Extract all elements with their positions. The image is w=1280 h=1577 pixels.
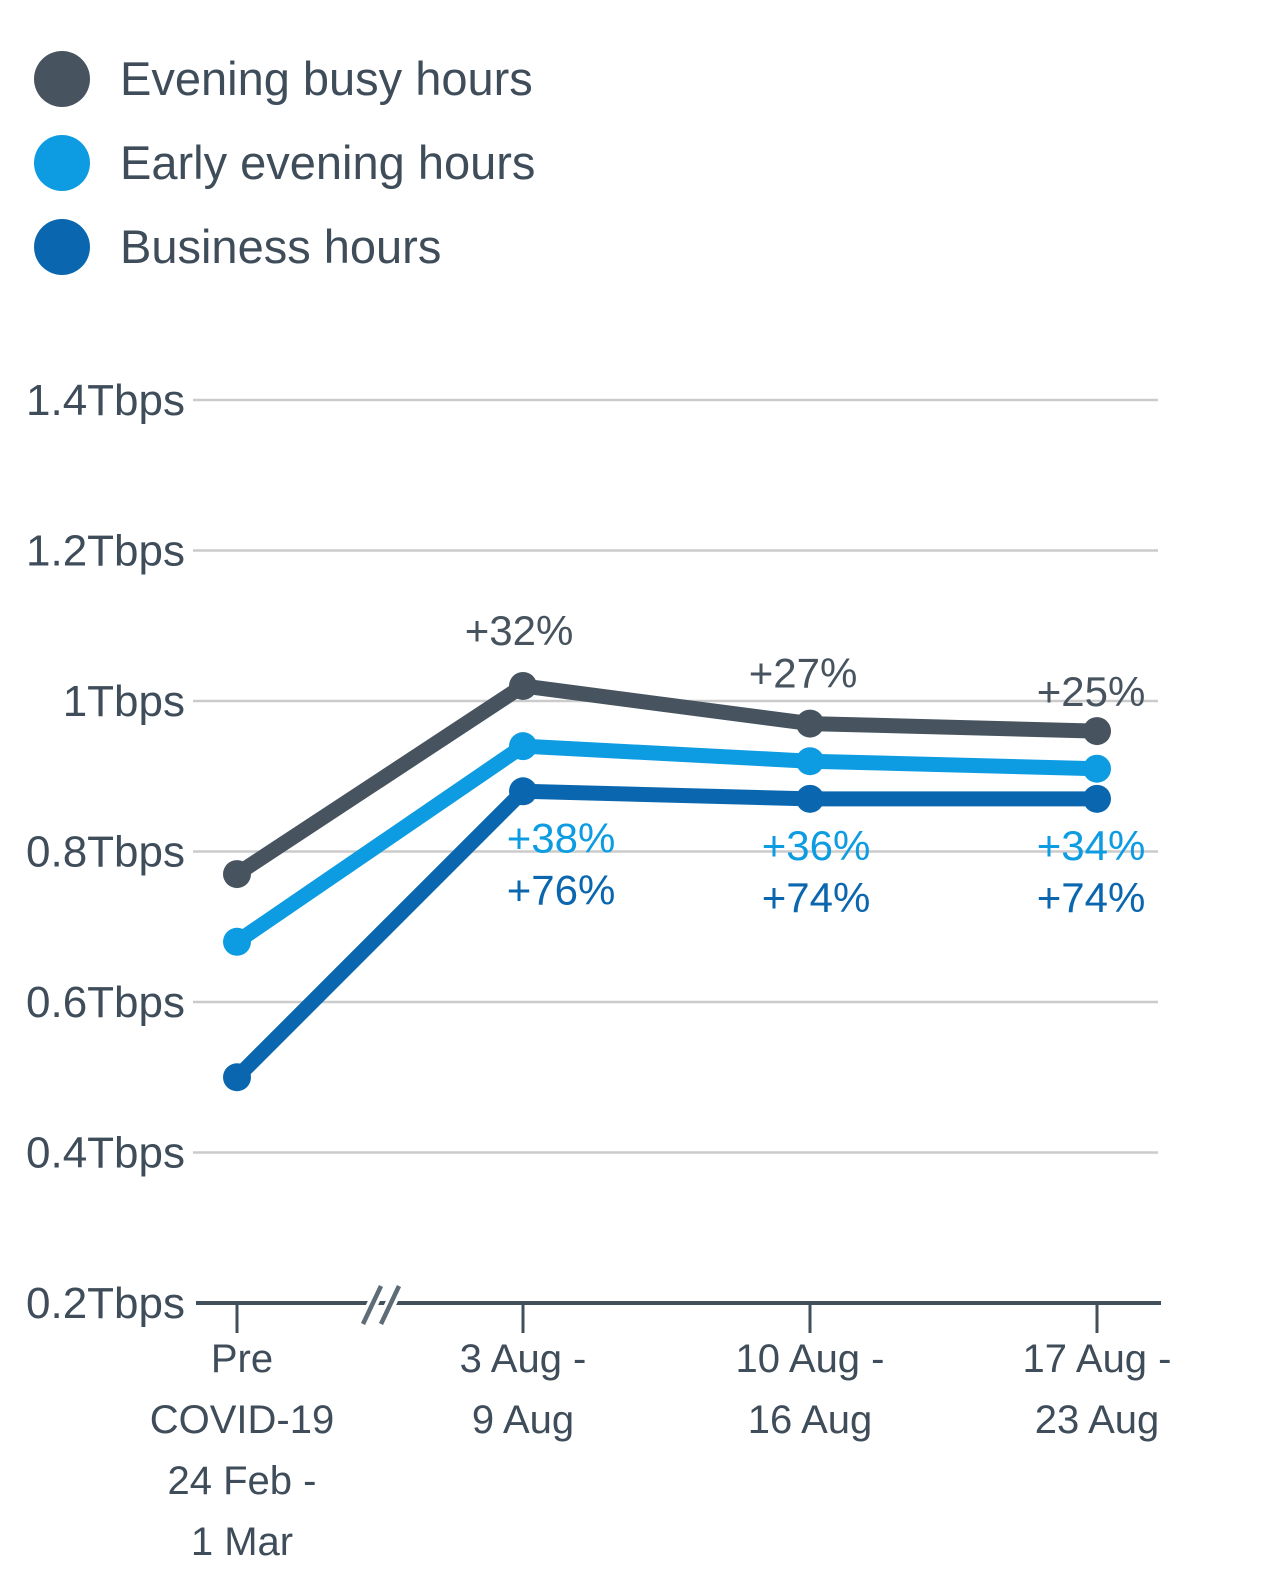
annotation-early-evening-hours: +36% bbox=[762, 822, 871, 869]
y-axis-label: 0.6Tbps bbox=[26, 978, 185, 1027]
legend-item-early-evening-hours: Early evening hours bbox=[34, 134, 535, 191]
x-axis-label: 10 Aug - bbox=[735, 1337, 884, 1381]
legend: Evening busy hours Early evening hours B… bbox=[34, 50, 535, 302]
annotation-early-evening-hours: +34% bbox=[1037, 822, 1146, 869]
series-line-business-hours bbox=[229, 783, 1105, 1085]
y-axis-label: 1.2Tbps bbox=[26, 527, 185, 576]
x-axis-label: Pre bbox=[211, 1337, 273, 1381]
y-axis-label: 1.4Tbps bbox=[26, 376, 185, 425]
legend-label-business-hours: Business hours bbox=[120, 220, 442, 273]
data-point-evening-busy-hours bbox=[1083, 717, 1111, 746]
annotation-early-evening-hours: +38% bbox=[507, 814, 616, 861]
axis-break-icon bbox=[378, 1285, 402, 1325]
legend-swatch-evening-busy-hours-icon bbox=[34, 50, 90, 107]
data-point-business-hours bbox=[223, 1063, 251, 1092]
x-axis-label: 9 Aug bbox=[472, 1398, 574, 1442]
series-line-evening-busy-hours bbox=[229, 678, 1105, 882]
data-point-business-hours bbox=[1083, 784, 1111, 813]
x-axis-label: 17 Aug - bbox=[1022, 1337, 1171, 1381]
data-point-early-evening-hours bbox=[509, 732, 537, 761]
annotation-business-hours: +74% bbox=[762, 874, 871, 921]
x-axis-label: 23 Aug bbox=[1035, 1398, 1160, 1442]
series-line-early-evening-hours bbox=[229, 738, 1105, 950]
legend-swatch-business-hours-icon bbox=[34, 218, 90, 275]
annotation-evening-busy-hours: +27% bbox=[749, 650, 858, 697]
data-point-business-hours bbox=[796, 784, 824, 813]
x-axis-label: 3 Aug - bbox=[460, 1337, 587, 1381]
data-point-evening-busy-hours bbox=[796, 709, 824, 738]
legend-swatch-early-evening-hours-icon bbox=[34, 134, 90, 191]
annotation-business-hours: +74% bbox=[1037, 874, 1146, 921]
data-point-business-hours bbox=[509, 777, 537, 806]
legend-item-evening-busy-hours: Evening busy hours bbox=[34, 50, 535, 107]
annotation-business-hours: +76% bbox=[507, 866, 616, 913]
x-axis-label: 16 Aug bbox=[748, 1398, 873, 1442]
data-point-evening-busy-hours bbox=[509, 671, 537, 700]
data-point-evening-busy-hours bbox=[223, 860, 251, 889]
legend-label-early-evening-hours: Early evening hours bbox=[120, 136, 536, 189]
y-axis-label: 0.8Tbps bbox=[26, 828, 185, 877]
annotation-evening-busy-hours: +25% bbox=[1037, 668, 1146, 715]
data-point-early-evening-hours bbox=[223, 927, 251, 956]
x-axis-label: 1 Mar bbox=[191, 1520, 293, 1564]
data-point-early-evening-hours bbox=[1083, 754, 1111, 783]
y-axis-label: 0.4Tbps bbox=[26, 1129, 185, 1178]
x-axis-label: 24 Feb - bbox=[168, 1459, 317, 1503]
y-axis-label: 1Tbps bbox=[63, 677, 185, 726]
legend-item-business-hours: Business hours bbox=[34, 218, 535, 275]
annotation-evening-busy-hours: +32% bbox=[465, 607, 574, 654]
legend-label-evening-busy-hours: Evening busy hours bbox=[120, 52, 533, 105]
y-axis-label: 0.2Tbps bbox=[26, 1279, 185, 1328]
data-point-early-evening-hours bbox=[796, 747, 824, 776]
x-axis-label: COVID-19 bbox=[150, 1398, 335, 1442]
axis-break-icon bbox=[360, 1285, 384, 1325]
